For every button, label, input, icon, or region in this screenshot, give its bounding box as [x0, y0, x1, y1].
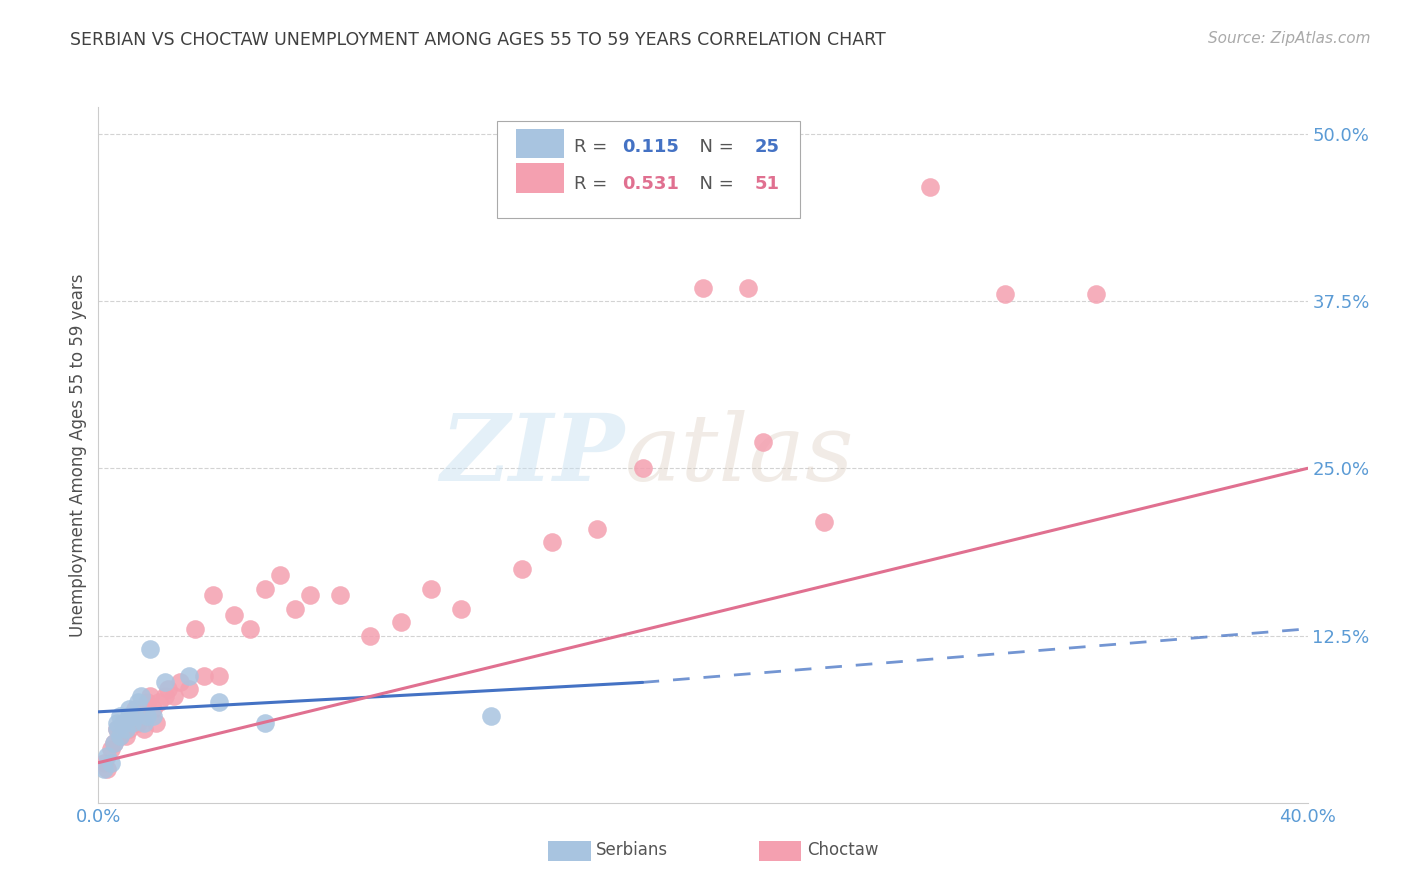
Bar: [516, 163, 564, 193]
Point: [153, 689, 176, 703]
Point: [129, 689, 152, 703]
Point: [142, 702, 165, 716]
Point: [586, 521, 609, 535]
Point: [208, 696, 231, 710]
Point: [118, 702, 141, 716]
Point: [163, 689, 186, 703]
Point: [692, 281, 714, 295]
Point: [179, 681, 201, 696]
Point: [156, 681, 179, 696]
Point: [239, 622, 262, 636]
Point: [124, 708, 146, 723]
Point: [93, 756, 115, 770]
Text: N =: N =: [689, 175, 740, 193]
Point: [208, 669, 231, 683]
Text: 51: 51: [755, 175, 780, 193]
Point: [224, 608, 246, 623]
Y-axis label: Unemployment Among Ages 55 to 59 years: Unemployment Among Ages 55 to 59 years: [69, 273, 87, 637]
Point: [118, 723, 141, 737]
Point: [193, 669, 215, 683]
Point: [540, 535, 562, 549]
Text: 25: 25: [755, 138, 780, 156]
Text: R =: R =: [574, 138, 613, 156]
Point: [253, 582, 276, 596]
Text: Source: ZipAtlas.com: Source: ZipAtlas.com: [1208, 31, 1371, 46]
Point: [135, 696, 157, 710]
Point: [737, 281, 759, 295]
Point: [145, 715, 167, 730]
Point: [111, 715, 134, 730]
Point: [813, 515, 835, 529]
Text: SERBIAN VS CHOCTAW UNEMPLOYMENT AMONG AGES 55 TO 59 YEARS CORRELATION CHART: SERBIAN VS CHOCTAW UNEMPLOYMENT AMONG AG…: [70, 31, 886, 49]
Point: [135, 708, 157, 723]
Point: [100, 742, 122, 756]
Point: [132, 715, 155, 730]
Text: R =: R =: [574, 175, 613, 193]
Point: [269, 568, 291, 582]
Point: [202, 589, 225, 603]
Point: [169, 675, 191, 690]
Point: [103, 735, 125, 749]
Point: [129, 708, 152, 723]
Text: atlas: atlas: [624, 410, 853, 500]
Bar: [516, 128, 564, 158]
Point: [139, 642, 162, 657]
Text: N =: N =: [689, 138, 740, 156]
Text: ZIP: ZIP: [440, 410, 624, 500]
Point: [450, 602, 472, 616]
Point: [153, 675, 176, 690]
Point: [121, 715, 143, 730]
Point: [118, 708, 141, 723]
Point: [105, 715, 128, 730]
Point: [111, 715, 134, 730]
Point: [139, 689, 162, 703]
Point: [389, 615, 412, 630]
Point: [481, 708, 503, 723]
Point: [127, 696, 149, 710]
Point: [329, 589, 352, 603]
Point: [103, 735, 125, 749]
Text: 0.115: 0.115: [621, 138, 679, 156]
Point: [108, 708, 131, 723]
Point: [752, 434, 775, 449]
Point: [284, 602, 307, 616]
Point: [100, 756, 122, 770]
Point: [510, 562, 533, 576]
FancyBboxPatch shape: [498, 121, 800, 219]
Point: [96, 749, 118, 764]
Point: [994, 287, 1017, 301]
Point: [148, 696, 170, 710]
Text: 0.531: 0.531: [621, 175, 679, 193]
Point: [105, 723, 128, 737]
Point: [184, 622, 207, 636]
Point: [114, 723, 136, 737]
Point: [132, 723, 155, 737]
Point: [299, 589, 322, 603]
Point: [114, 729, 136, 743]
Point: [108, 729, 131, 743]
Point: [360, 628, 382, 642]
Point: [118, 715, 141, 730]
Point: [179, 669, 201, 683]
Point: [253, 715, 276, 730]
Point: [124, 702, 146, 716]
Point: [93, 762, 115, 776]
Point: [918, 180, 941, 194]
Point: [121, 708, 143, 723]
Point: [105, 723, 128, 737]
Point: [142, 708, 165, 723]
Text: Serbians: Serbians: [596, 841, 668, 859]
Point: [127, 715, 149, 730]
Point: [108, 729, 131, 743]
Point: [420, 582, 443, 596]
Point: [96, 762, 118, 776]
Text: Choctaw: Choctaw: [807, 841, 879, 859]
Point: [1085, 287, 1108, 301]
Point: [631, 461, 654, 475]
